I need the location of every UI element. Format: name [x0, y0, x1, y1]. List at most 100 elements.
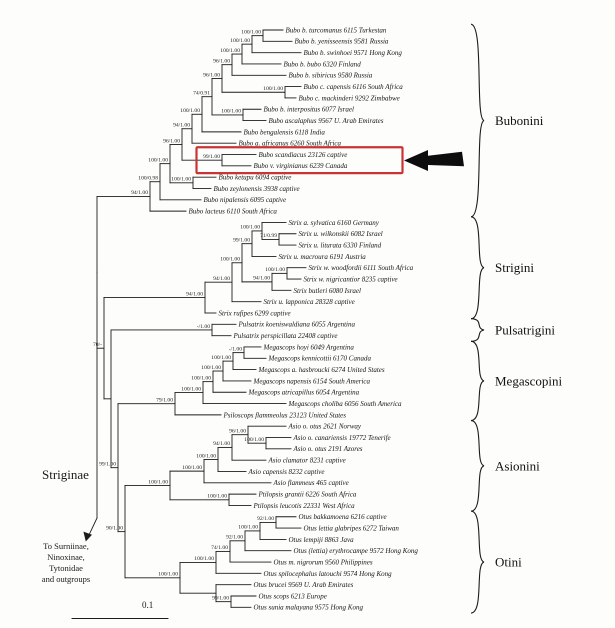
taxon-label: Bubo a. africanus 6260 South Africa [239, 140, 342, 148]
support-value: 94/1.00 [173, 123, 190, 129]
taxon-label: Otus (lettia) erythrocampe 9572 Hong Kon… [294, 547, 419, 555]
taxon-label: Otus lettia glabripes 6272 Taiwan [304, 524, 400, 532]
tribe-label: Strigini [495, 260, 534, 275]
taxon-label: Asio flammeus 465 captive [273, 479, 349, 487]
taxon-label: Bubo b. swinhoei 9571 Hong Kong [304, 49, 403, 57]
outgroup-note-line: Tytonidae [49, 563, 83, 574]
support-value: 100/1.00 [180, 108, 200, 114]
taxon-label: Bubo ketupu 6094 captive [219, 174, 292, 182]
highlight-arrow-icon [404, 150, 464, 171]
clade-brace [470, 340, 485, 422]
support-value: 100/1.00 [265, 267, 285, 273]
support-value: 100/1.00 [148, 479, 168, 485]
taxon-label: Bubo b. yenisseensis 9581 Russia [295, 38, 389, 46]
taxon-label: Otus sunia malayana 9575 Hong Kong [254, 604, 364, 612]
support-value: 100/0.98 [138, 176, 158, 182]
support-value: 100/1.00 [220, 48, 240, 54]
taxon-label: Asio o. otus 2191 Azores [293, 445, 363, 453]
taxon-label: Strix u. macroura 6191 Austria [279, 253, 367, 261]
taxon-label: Bubo bengalensis 6118 India [244, 128, 326, 136]
taxon-label: Bubo zeylonensis 3938 captive [214, 185, 300, 193]
support-value: 100/1.00 [263, 86, 283, 92]
taxon-label: Asio capensis 8232 captive [248, 468, 325, 476]
highlight-box [195, 146, 404, 175]
support-value: 96/1.00 [213, 58, 230, 64]
taxon-label: Bubo b. bubo 6320 Finland [284, 60, 362, 68]
support-value: 99/1.00 [99, 461, 116, 467]
support-value: 74/0.91 [193, 90, 210, 96]
outgroup-note-line: and outgroups [41, 574, 91, 585]
figure-extras: Bubonini Strigini Pulsatrigini Megascopini A… [83, 23, 563, 614]
taxon-label: Bubo c. mackinderi 9292 Zimbabwe [299, 94, 400, 102]
support-value: 100/1.00 [244, 437, 264, 443]
support-value: 94/1.00 [253, 276, 270, 282]
taxon-label: Strix u. liturata 6330 Finland [299, 241, 382, 249]
taxon-label: Bubo lacteus 6110 South Africa [189, 208, 278, 216]
tribe-label: Megascopini [495, 373, 563, 388]
taxon-labels: Bubo b. turcomanus 6115 Turkestan Bubo b.… [189, 26, 419, 611]
taxon-label: Bubo b. sibiricus 9580 Russia [289, 72, 373, 80]
tribe-label: Pulsatrigini [495, 322, 555, 337]
taxon-label: Strix u. wilkonskii 6082 Israel [299, 230, 383, 238]
outgroup-note-line: To Surniinae, [43, 541, 89, 551]
support-value: 100/1.00 [196, 453, 216, 459]
taxon-label: Ptilopsis grantii 6226 South Africa [258, 491, 357, 499]
taxon-label: Strix a. sylvatica 6160 Germany [289, 219, 380, 227]
support-value: 100/1.00 [221, 109, 241, 115]
tribe-label: Bubonini [495, 113, 544, 128]
outgroup-arrow-icon [83, 531, 92, 542]
support-value: 94/1.00 [213, 441, 230, 447]
support-value: 94/1.00 [213, 276, 230, 282]
taxon-label: Megascops atricapillus 6054 Argentina [248, 389, 360, 397]
taxon-label: Otus scops 6213 Europe [259, 592, 327, 600]
support-value: 100/1.00 [211, 355, 231, 361]
taxon-label: Ptilopsis leucotis 22331 West Africa [253, 502, 356, 510]
support-value: 100/1.00 [158, 572, 178, 578]
support-value: 94/1.00 [186, 291, 203, 297]
support-value: 100/1.00 [238, 525, 258, 531]
support-value: 99/1.00 [203, 154, 220, 160]
support-value: 100/1.00 [201, 365, 221, 371]
support-value: 74/1.00 [211, 545, 228, 551]
taxon-label: Otus m. nigrorum 9560 Philippines [274, 558, 373, 566]
support-value: 79/1.00 [156, 398, 173, 404]
support-value: 92/1.00 [226, 535, 243, 541]
tree-branches [71, 29, 307, 619]
support-value: 100/1.00 [148, 157, 168, 163]
taxon-label: Strix w. woodfordii 6111 South Africa [309, 264, 414, 272]
taxon-label: Bubo ascalaphus 9567 U. Arab Emirates [269, 117, 384, 125]
subfamily-label: Striginae [42, 467, 89, 482]
taxon-label: Megascops napensis 6154 South America [253, 377, 371, 385]
support-value: 100/1.00 [194, 556, 214, 562]
support-value: -/1.00 [229, 346, 242, 352]
taxon-label: Asio o. canariensis 19772 Tenerife [293, 434, 391, 442]
outgroup-note: To Surniinae, Ninoxinae, Tytonidae and o… [16, 541, 116, 585]
taxon-label: Bubo b. turcomanus 6115 Turkestan [286, 26, 387, 34]
taxon-label: Megascops a. hasbroucki 6274 United Stat… [258, 366, 385, 374]
taxon-label: Bubo c. capensis 6116 South Africa [304, 83, 404, 91]
support-values: 94/1.00 100/0.98 100/1.00 96/1.00 94/1.00 100… [93, 29, 285, 601]
scale-value: 0.1 [142, 600, 154, 610]
support-value: 100/1.00 [240, 225, 260, 231]
outgroup-note-line: Ninoxinae, [47, 552, 85, 563]
taxon-label: Strix w. nigricantior 8235 captive [304, 275, 398, 283]
taxon-label: Bubo nipalensis 6095 captive [204, 196, 287, 204]
taxon-label: Bubo scandiacus 23126 captive [259, 151, 348, 159]
support-value: 100/1.00 [182, 465, 202, 471]
support-value: 100/1.00 [181, 386, 201, 392]
taxon-label: Asio clamator 8231 captive [268, 457, 346, 465]
clade-brace [470, 419, 485, 512]
taxon-label: Strix rufipes 6299 captive [219, 309, 291, 317]
support-value: 96/1.00 [163, 138, 180, 144]
taxon-label: Bubo v. virginianus 6239 Canada [254, 162, 348, 170]
taxon-label: Strix u. lapponica 28328 captive [264, 298, 355, 306]
support-value: 71/0.99 [260, 233, 277, 239]
taxon-label: Asio o. otus 2621 Norway [288, 423, 362, 431]
taxon-label: Otus bakkamoena 6216 captive [299, 513, 387, 521]
taxon-label: Pulsatrix perspicillata 22408 captive [233, 332, 338, 340]
clade-brace [470, 23, 485, 218]
support-value: 99/1.00 [233, 237, 250, 243]
taxon-label: Pulsatrix koeniswaldiana 6055 Argentina [238, 321, 356, 329]
